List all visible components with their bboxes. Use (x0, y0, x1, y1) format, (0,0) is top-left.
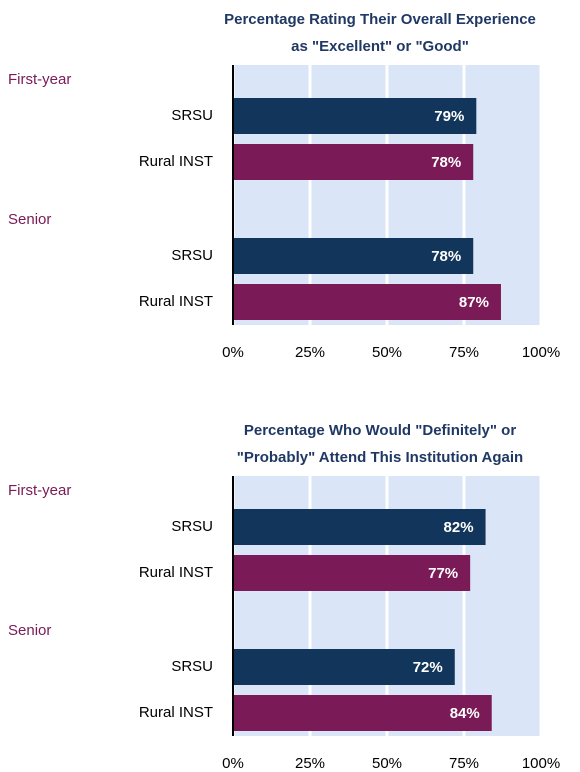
x-tick-label: 50% (372, 344, 402, 361)
x-tick-label: 0% (222, 755, 244, 772)
x-tick-label: 50% (372, 755, 402, 772)
x-tick-label: 25% (295, 755, 325, 772)
x-tick-label: 75% (449, 755, 479, 772)
group-label: Senior (8, 211, 51, 228)
category-label: SRSU (171, 658, 213, 675)
bar (233, 509, 486, 545)
bar (233, 695, 492, 731)
category-label: SRSU (171, 247, 213, 264)
value-label: 78% (431, 248, 461, 265)
category-label: Rural INST (139, 153, 213, 170)
chart-title: Percentage Who Would "Definitely" or "Pr… (236, 422, 524, 466)
x-tick-label: 25% (295, 344, 325, 361)
value-label: 82% (444, 519, 474, 536)
group-label: First-year (8, 71, 71, 88)
category-label: Rural INST (139, 704, 213, 721)
value-label: 72% (413, 659, 443, 676)
category-label: SRSU (171, 518, 213, 535)
value-label: 84% (450, 705, 480, 722)
value-label: 79% (434, 108, 464, 125)
value-label: 77% (428, 565, 458, 582)
x-tick-label: 100% (522, 344, 560, 361)
bar (233, 555, 471, 591)
bar (233, 284, 501, 320)
category-label: Rural INST (139, 564, 213, 581)
x-tick-label: 0% (222, 344, 244, 361)
value-label: 87% (459, 294, 489, 311)
x-tick-label: 75% (449, 344, 479, 361)
bar (233, 144, 474, 180)
group-label: Senior (8, 622, 51, 639)
bar (233, 238, 474, 274)
group-label: First-year (8, 482, 71, 499)
bar (233, 98, 477, 134)
x-tick-label: 100% (522, 755, 560, 772)
value-label: 78% (431, 154, 461, 171)
category-label: Rural INST (139, 293, 213, 310)
chart-title: Percentage Rating Their Overall Experien… (224, 11, 536, 55)
category-label: SRSU (171, 107, 213, 124)
bar (233, 649, 455, 685)
